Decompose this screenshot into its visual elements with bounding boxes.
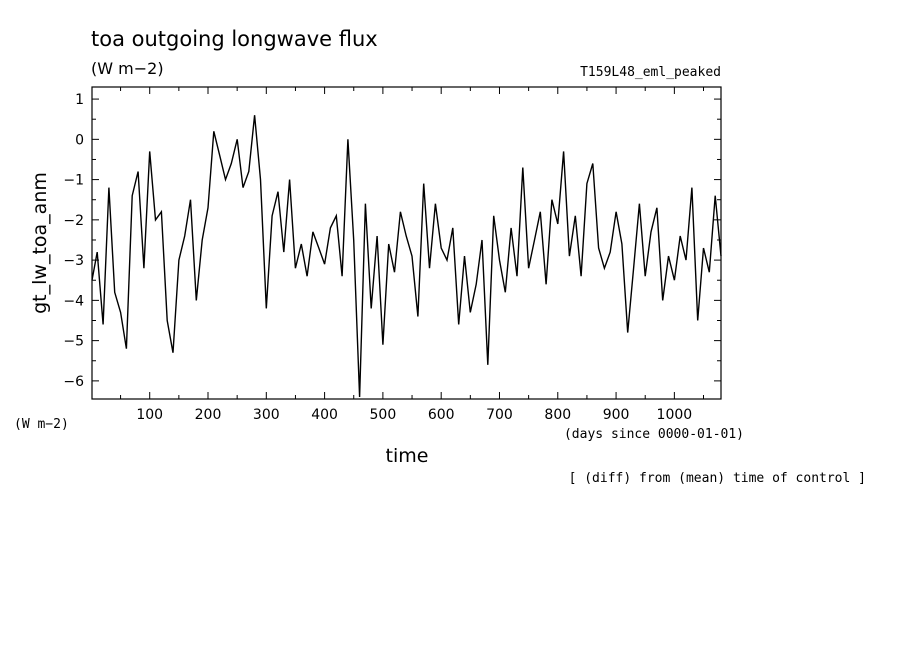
- y-axis-label: gt_lw_toa_anm: [29, 172, 51, 314]
- comparison-note: [ (diff) from (mean) time of control ]: [569, 471, 866, 486]
- y-tick-label: 0: [75, 132, 84, 148]
- y-tick-label: −4: [63, 293, 84, 309]
- title-units: (W m−2): [91, 59, 164, 78]
- x-axis-label: time: [386, 445, 429, 467]
- y-tick-label: 1: [75, 92, 84, 108]
- x-tick-label: 800: [544, 407, 571, 423]
- x-tick-label: 1000: [657, 407, 693, 423]
- x-tick-label: 900: [603, 407, 630, 423]
- y-tick-label: −2: [63, 213, 84, 229]
- y-tick-label: −5: [63, 334, 84, 350]
- x-tick-label: 600: [428, 407, 455, 423]
- chart-title: toa outgoing longwave flux: [91, 27, 378, 51]
- x-tick-label: 500: [370, 407, 397, 423]
- x-tick-label: 300: [253, 407, 280, 423]
- y-tick-label: −3: [63, 253, 84, 269]
- plot-frame: [91, 86, 722, 400]
- x-axis-ticks: 100 200 300 400 500 600 700 800 900 1000: [120, 87, 705, 423]
- x-axis-units: (days since 0000-01-01): [564, 427, 744, 442]
- x-tick-label: 700: [486, 407, 513, 423]
- x-tick-label: 200: [195, 407, 222, 423]
- run-label: T159L48_eml_peaked: [580, 65, 721, 80]
- y-axis-units: (W m−2): [14, 417, 69, 432]
- x-tick-label: 100: [136, 407, 163, 423]
- y-tick-label: −6: [63, 374, 84, 390]
- x-tick-label: 400: [311, 407, 338, 423]
- series-line: [91, 115, 722, 398]
- y-axis-ticks: 1 0 −1 −2 −3 −4 −5 −6: [63, 92, 721, 390]
- y-tick-label: −1: [63, 173, 84, 189]
